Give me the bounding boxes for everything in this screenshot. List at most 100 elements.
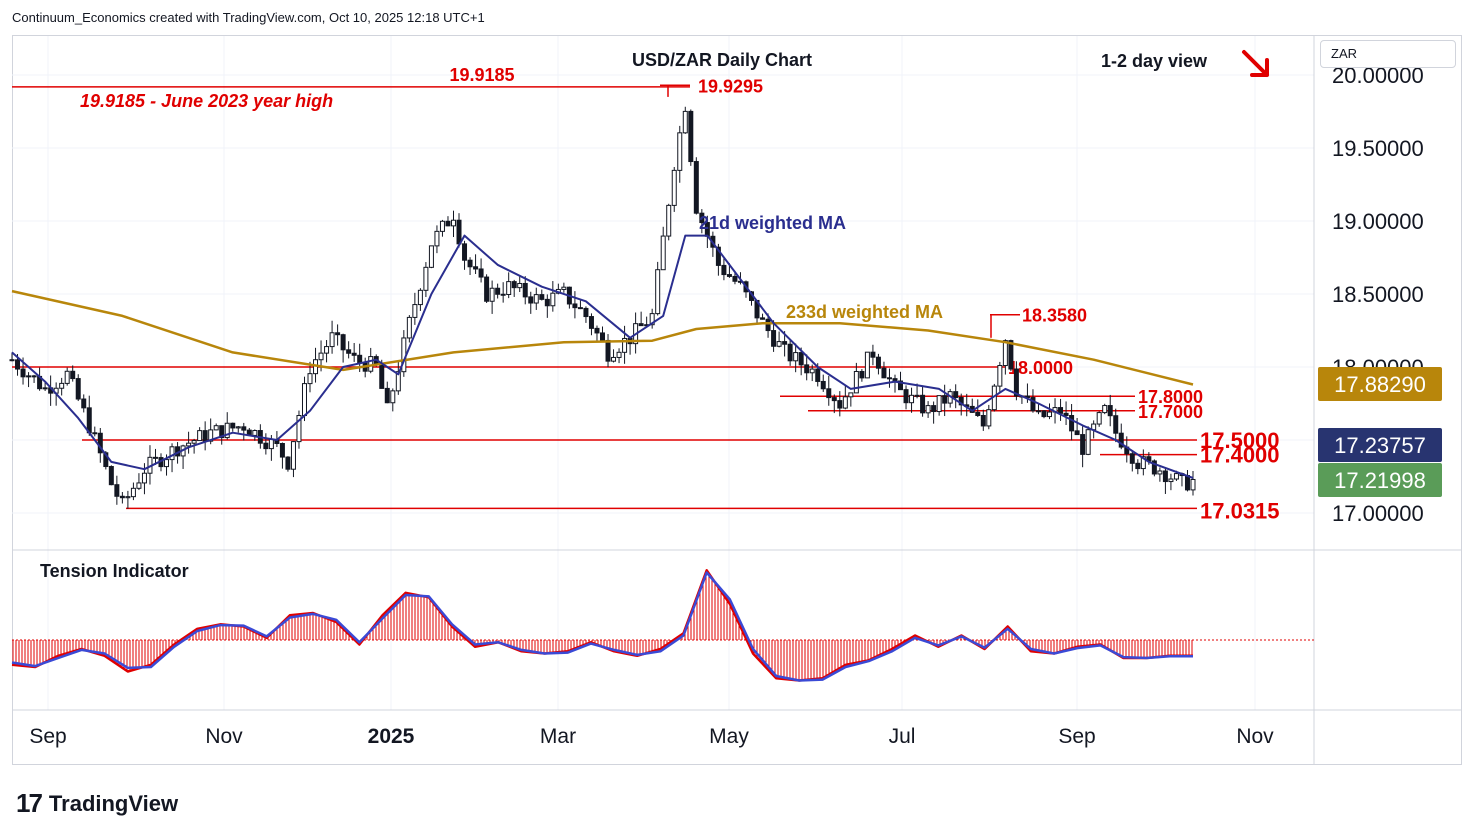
candle-down [103,452,109,468]
candle-down [771,330,777,347]
candle-down [732,275,738,282]
chart-attribution: Continuum_Economics created with Trading… [12,10,485,25]
candle-up [660,235,666,271]
candle-up [412,304,418,318]
x-tick-label: Nov [1236,725,1274,748]
candle-down [688,110,694,163]
y-tick-label: 17.00000 [1332,501,1424,526]
candle-up [136,482,142,489]
candle-up [439,220,445,232]
tradingview-brand: TradingView [48,790,179,816]
candle-down [1151,460,1157,475]
candle-down [1058,407,1064,414]
candle-up [141,472,147,484]
y-tick-label: 18.50000 [1332,282,1424,307]
candle-down [782,341,788,345]
candle-up [301,383,307,417]
candle-down [219,425,225,439]
level-label: 17.7000 [1138,402,1203,422]
candle-down [942,395,948,404]
candle-up [390,390,396,404]
tension-title: Tension Indicator [40,561,189,581]
level-label: 18.3580 [1022,306,1087,326]
candle-down [870,351,876,358]
candle-down [1030,397,1036,412]
candle-down [1135,462,1141,470]
candle-down [1107,405,1113,417]
candle-down [1184,475,1190,491]
candle-down [898,380,904,391]
candle-up [59,382,65,389]
candle-down [1080,434,1086,455]
candle-up [434,230,440,247]
candle-up [252,430,258,436]
candle-down [903,389,909,404]
candle-down [379,363,385,389]
candle-up [986,409,992,427]
tradingview-mark-icon: 17 [16,788,43,818]
candle-up [671,169,677,206]
candle-up [197,430,203,442]
ma233-label: 233d weighted MA [786,302,943,322]
y-tick-label: 19.50000 [1332,136,1424,161]
candle-down [462,243,468,261]
candle-up [925,405,931,414]
last-price-tag-bg [1318,463,1442,497]
candle-down [721,264,727,276]
candle-down [445,220,451,227]
candle-down [478,268,484,278]
candle-down [9,359,15,362]
candle-up [26,375,32,378]
candle-up [517,282,523,289]
candle-down [351,352,357,356]
chart-frame [12,35,1462,765]
ma21-price-tag: 17.23757 [1334,433,1426,458]
candle-up [191,440,197,444]
candle-down [837,400,843,409]
candle-down [1069,415,1075,432]
candle-down [699,212,705,224]
candle-down [511,281,517,289]
candle-down [804,364,810,374]
candle-up [130,487,136,498]
candle-up [682,110,688,134]
candle-down [1063,412,1069,417]
x-tick-label: 2025 [368,725,415,748]
candle-up [42,387,48,390]
candle-up [1085,429,1091,455]
candle-down [726,274,732,277]
candle-down [522,282,528,298]
candle-down [931,405,937,413]
candle-up [208,429,214,442]
ma21-label: 21d weighted MA [699,213,846,233]
candle-down [826,388,832,399]
candle-down [787,343,793,362]
candle-up [406,316,412,339]
ma233-line [11,289,1194,386]
candle-down [1074,430,1080,436]
candle-up [506,281,512,295]
last-price-tag: 17.21998 [1334,468,1426,493]
candle-down [384,387,390,404]
candle-down [70,370,76,380]
candle-down [357,354,363,364]
candle-up [235,426,241,429]
candle-down [859,370,865,379]
view-label: 1-2 day view [1101,51,1208,71]
level-label: 18.0000 [1008,358,1073,378]
symbol-currency-box[interactable]: ZAR [1320,40,1456,68]
level-label: 17.0315 [1200,498,1280,523]
candle-down [335,332,341,336]
candle-down [588,316,594,329]
candle-up [842,396,848,409]
candle-up [776,341,782,347]
tradingview-logo[interactable]: 17 TradingView [16,788,178,819]
candle-down [81,398,87,409]
candle-down [528,296,534,304]
candle-down [583,307,589,318]
candle-up [1096,412,1102,425]
candle-down [980,414,986,427]
ma233-price-tag: 17.88290 [1334,372,1426,397]
candle-down [15,359,21,370]
candle-up [125,496,131,499]
